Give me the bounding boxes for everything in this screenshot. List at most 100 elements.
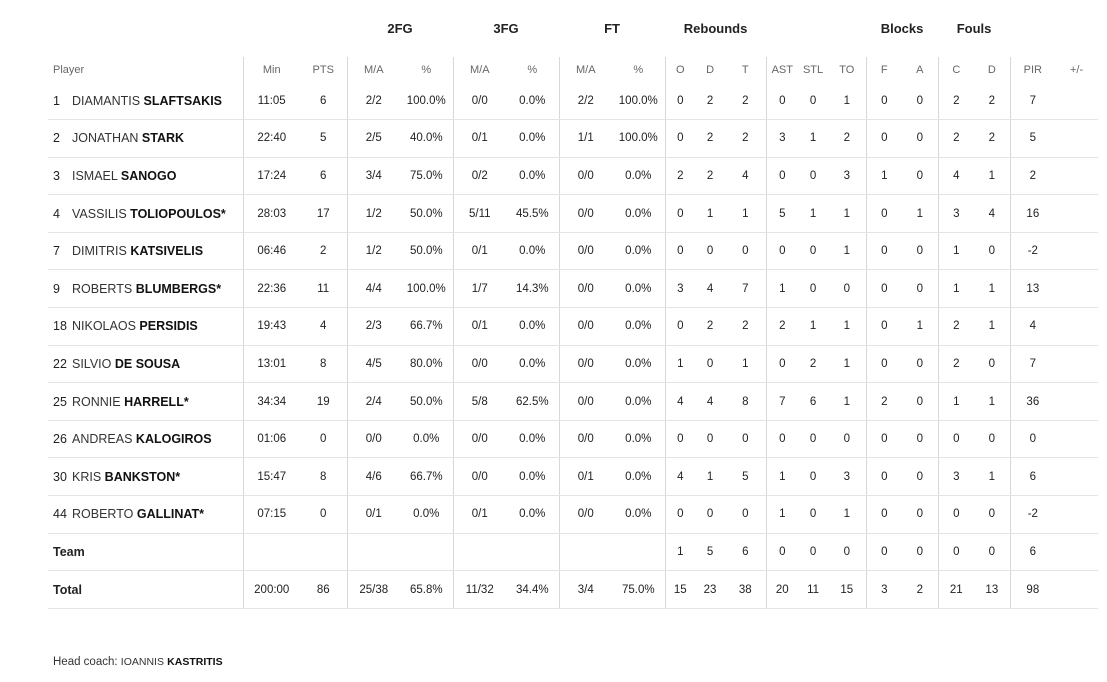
stat-cell: 0.0% [506, 232, 560, 271]
stat-cell: 01:06 [242, 420, 300, 459]
stat-cell: 66.7% [400, 307, 454, 346]
stat-cell [558, 533, 613, 572]
player-cell[interactable]: 2 JONATHAN STARK [48, 119, 243, 158]
stat-cell: 2/3 [346, 307, 400, 346]
stat-cell: -2 [1009, 232, 1056, 271]
column-header: % [527, 63, 538, 76]
group-header-row: 2FG 3FG FT Rebounds Blocks Fouls [48, 0, 1098, 57]
stat-cell: 2/2 [346, 82, 400, 121]
column-header: +/- [1070, 63, 1084, 76]
stat-cell: 1 [937, 382, 975, 421]
player-number: 9 [53, 281, 60, 296]
player-last-name: PERSIDIS [139, 319, 198, 334]
player-first-name: JONATHAN [72, 131, 139, 146]
stat-cell: 2 [695, 82, 726, 121]
stat-cell [1055, 194, 1099, 233]
player-cell[interactable]: 26 ANDREAS KALOGIROS [48, 420, 243, 459]
stat-cell: 0 [300, 495, 347, 534]
player-cell[interactable]: 18 NIKOLAOS PERSIDIS [48, 307, 243, 346]
stat-cell [1055, 307, 1099, 346]
stat-cell: 2/5 [346, 119, 400, 158]
stat-cell: 0.0% [612, 157, 666, 196]
player-cell[interactable]: 7 DIMITRIS KATSIVELIS [48, 232, 243, 271]
stat-cell: 0/0 [558, 420, 613, 459]
stat-cell [300, 533, 347, 572]
player-last-name: STARK [141, 131, 185, 146]
stat-cell: 0 [765, 533, 799, 572]
stat-cell: 0 [664, 420, 696, 459]
stat-cell: 0/0 [452, 457, 507, 497]
stat-cell: 5 [695, 533, 726, 572]
stat-cell: 0 [902, 119, 939, 158]
player-first-name: VASSILIS [72, 206, 127, 221]
player-cell[interactable]: 3 ISMAEL SANOGO [48, 157, 243, 196]
player-cell[interactable]: 9 ROBERTS BLUMBERGS* [48, 269, 243, 309]
player-cell[interactable]: 22 SILVIO DE SOUSA [48, 345, 243, 384]
stat-cell: 2 [695, 307, 726, 346]
stat-cell: 2 [725, 307, 767, 346]
stat-cell: 34.4% [506, 570, 560, 609]
stat-cell: 1 [865, 157, 903, 196]
stat-cell: 0.0% [506, 457, 560, 497]
player-number: 30 [53, 469, 67, 484]
stat-cell: 0/0 [558, 345, 613, 384]
stat-cell: 65.8% [400, 570, 454, 609]
stat-cell: 0.0% [612, 495, 666, 534]
stat-cell: 0 [798, 495, 829, 534]
stat-cell: 0.0% [506, 345, 560, 384]
group-header-ft: FT [604, 21, 620, 36]
column-header: Min [242, 57, 300, 82]
player-cell[interactable]: 25 RONNIE HARRELL* [48, 382, 243, 421]
stat-cell: 1 [765, 457, 799, 497]
stat-cell: 3/4 [558, 570, 613, 609]
stat-cell: 4 [1009, 307, 1056, 346]
stat-cell: 40.0% [400, 119, 454, 158]
player-last-name: KALOGIROS [135, 432, 212, 447]
stat-cell: 100.0% [612, 119, 666, 158]
player-last-name: SLAFTSAKIS [143, 93, 223, 108]
stat-cell: 0 [765, 157, 799, 196]
player-cell[interactable]: 1 DIAMANTIS SLAFTSAKIS [48, 82, 243, 121]
stat-cell: 66.7% [400, 457, 454, 497]
stat-cell: 1 [937, 232, 975, 271]
stat-cell: 2 [865, 382, 903, 421]
stat-cell: 200:00 [242, 570, 300, 609]
stat-cell: 0 [765, 345, 799, 384]
stat-cell: 6 [1009, 533, 1056, 572]
stat-cell: 19:43 [242, 307, 300, 346]
stat-cell: 1 [725, 345, 767, 384]
player-cell[interactable]: 44 ROBERTO GALLINAT* [48, 495, 243, 534]
stat-cell: 06:46 [242, 232, 300, 271]
stat-cell: 1 [902, 194, 939, 233]
stat-cell: 13 [974, 570, 1011, 609]
player-cell[interactable]: 30 KRIS BANKSTON* [48, 457, 243, 497]
stat-cell: 0.0% [506, 307, 560, 346]
player-cell[interactable]: 4 VASSILIS TOLIOPOULOS* [48, 194, 243, 233]
stat-cell: 0 [865, 232, 903, 271]
stat-cell: 1 [765, 495, 799, 534]
player-last-name: KATSIVELIS [130, 244, 204, 259]
column-header: PIR [1009, 57, 1056, 82]
player-number: 44 [53, 507, 67, 522]
stat-cell: 1 [664, 345, 696, 384]
stat-cell [1055, 533, 1099, 572]
stat-cell: 0.0% [612, 457, 666, 497]
stat-cell: 75.0% [612, 570, 666, 609]
stat-cell: 0 [725, 232, 767, 271]
stat-cell: 4 [664, 457, 696, 497]
stat-cell: 0 [798, 269, 829, 309]
stat-cell [346, 533, 400, 572]
stat-cell: 1 [695, 194, 726, 233]
stat-cell: 100.0% [612, 82, 666, 121]
stat-cell: 0 [695, 495, 726, 534]
stat-cell: 0/1 [558, 457, 613, 497]
column-header: TO [839, 63, 855, 76]
column-header: % [633, 63, 644, 76]
group-header-blocks: Blocks [880, 21, 924, 36]
column-header: O [664, 57, 696, 82]
stat-cell: 3 [865, 570, 903, 609]
stat-cell: 0.0% [612, 269, 666, 309]
stat-cell: 3 [765, 119, 799, 158]
stat-cell: 16 [1009, 194, 1056, 233]
player-number: 2 [53, 131, 60, 146]
